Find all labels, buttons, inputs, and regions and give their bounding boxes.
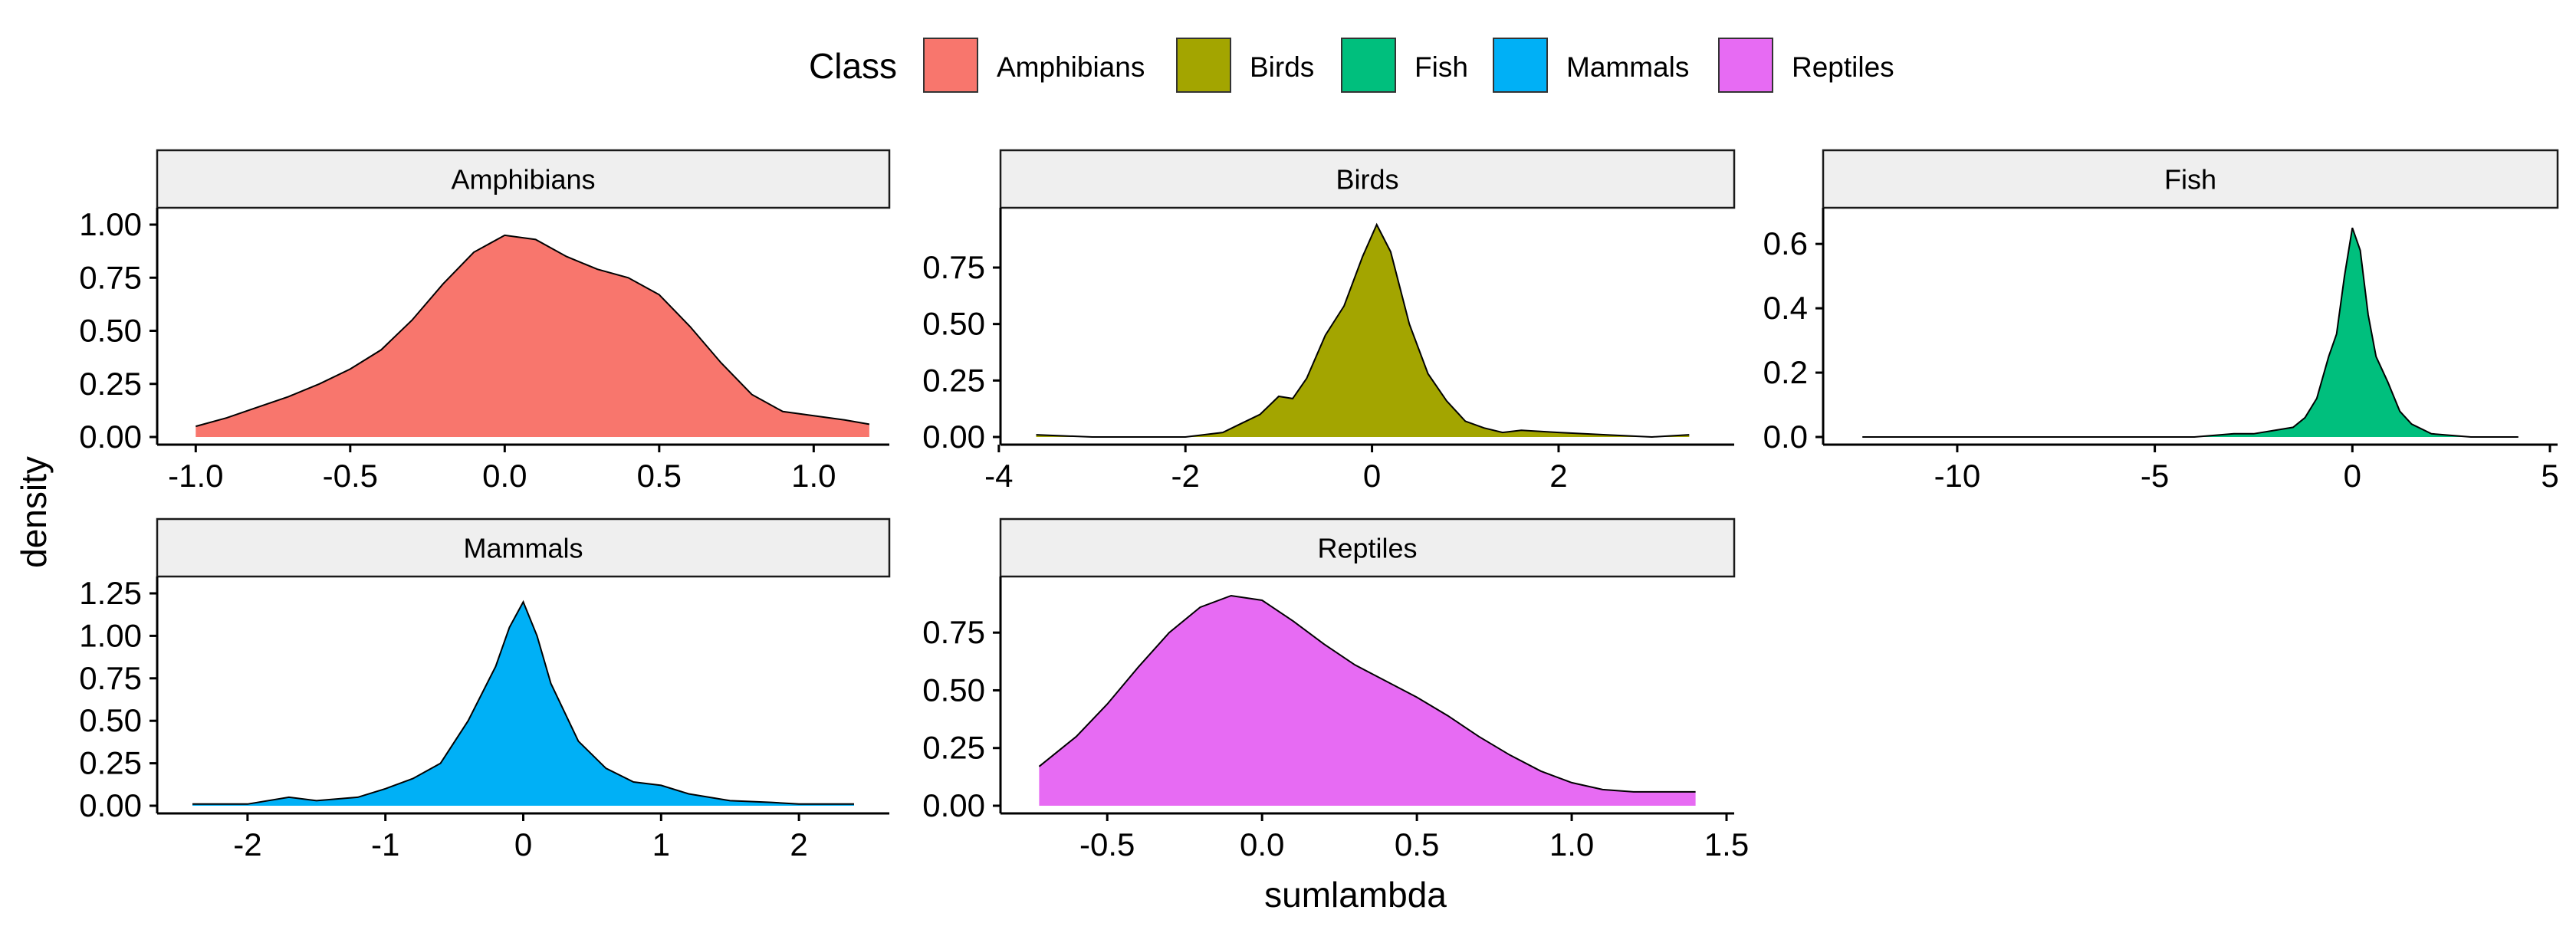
y-tick-label: 0.00 [79, 419, 142, 455]
y-tick-label: 0.75 [922, 249, 985, 285]
y-tick-label: 0.75 [79, 259, 142, 295]
y-tick-label: 0.00 [922, 787, 985, 823]
legend-label-birds: Birds [1250, 51, 1314, 83]
x-tick-label: 2 [790, 826, 807, 862]
x-tick-label: 1.0 [1549, 826, 1594, 862]
y-tick-label: 0.00 [79, 787, 142, 823]
density-area-amphibians [196, 235, 869, 437]
x-tick-label: 1.5 [1704, 826, 1749, 862]
y-tick-label: 0.25 [922, 730, 985, 766]
x-tick-label: 1 [652, 826, 670, 862]
x-tick-label: 2 [1549, 458, 1567, 494]
x-tick-label: -1.0 [168, 458, 223, 494]
strip-fish [1822, 149, 2559, 209]
y-tick-label: 0.0 [1763, 419, 1808, 455]
legend-key-birds [1176, 38, 1231, 93]
density-line-birds [1036, 222, 1690, 439]
x-tick-label: -0.5 [323, 458, 378, 494]
x-tick-label: 0 [1363, 458, 1381, 494]
x-tick-label: 1.0 [791, 458, 836, 494]
x-tick-label: -2 [233, 826, 261, 862]
y-tick-label: 0.25 [922, 362, 985, 398]
strip-reptiles [999, 517, 1736, 578]
legend-label-amphibians: Amphibians [997, 51, 1145, 83]
panel-reptiles: Reptiles 0.00 0.25 0.50 0.75 -0.5 0.0 0.5 1.0 1.5 [922, 517, 1749, 862]
legend-key-mammals [1493, 38, 1548, 93]
strip-label-birds: Birds [1336, 164, 1398, 195]
density-line-amphibians [196, 234, 870, 428]
y-tick-label: 0.4 [1763, 290, 1808, 326]
y-tick-label: 0.75 [79, 660, 142, 696]
y-tick-label: 1.25 [79, 575, 142, 611]
strip-birds [999, 149, 1736, 209]
legend-label-reptiles: Reptiles [1792, 51, 1894, 83]
x-tick-label: -1 [371, 826, 399, 862]
x-tick-label: -0.5 [1079, 826, 1135, 862]
density-area-reptiles [1039, 596, 1696, 806]
x-tick-label: -2 [1171, 458, 1200, 494]
legend-key-amphibians [923, 38, 978, 93]
density-area-mammals [192, 602, 854, 806]
legend-label-fish: Fish [1414, 51, 1468, 83]
y-tick-label: 1.00 [79, 206, 142, 242]
panel-fish: Fish 0.0 0.2 0.4 0.6 -10 -5 0 5 [1763, 149, 2559, 494]
y-tick-label: 0.50 [79, 313, 142, 349]
x-tick-label: 0 [2344, 458, 2361, 494]
y-axis-title: density [14, 456, 54, 568]
x-tick-label: 0 [514, 826, 532, 862]
density-line-mammals [192, 600, 854, 805]
density-line-reptiles [1038, 594, 1696, 793]
x-tick-label: -10 [1934, 458, 1981, 494]
strip-amphibians [156, 149, 891, 209]
legend: Class Amphibians Birds Fish Mammals Reptiles [809, 38, 1894, 93]
x-axis-title: sumlambda [1264, 875, 1447, 915]
density-line-fish [1862, 227, 2518, 438]
y-tick-label: 0.50 [79, 702, 142, 738]
strip-label-amphibians: Amphibians [451, 164, 595, 195]
x-tick-label: -5 [2141, 458, 2169, 494]
y-tick-label: 0.6 [1763, 225, 1808, 261]
strip-label-reptiles: Reptiles [1317, 533, 1417, 564]
x-tick-label: 5 [2541, 458, 2558, 494]
y-tick-label: 1.00 [79, 617, 142, 653]
x-tick-label: 0.5 [637, 458, 682, 494]
legend-title: Class [809, 46, 897, 86]
panel-mammals: Mammals 0.00 0.25 0.50 0.75 1.00 1.25 -2 -1 0 1 2 [79, 517, 891, 862]
y-tick-label: 0.00 [922, 419, 985, 455]
y-tick-label: 0.2 [1763, 354, 1808, 390]
strip-mammals [156, 517, 891, 578]
legend-label-mammals: Mammals [1566, 51, 1689, 83]
y-tick-label: 0.25 [79, 366, 142, 402]
x-tick-label: 0.5 [1395, 826, 1439, 862]
legend-key-reptiles [1718, 38, 1773, 93]
strip-label-fish: Fish [2164, 164, 2216, 195]
panel-birds: Birds 0.00 0.25 0.50 0.75 -4 -2 0 2 [922, 149, 1736, 494]
y-tick-label: 0.75 [922, 614, 985, 650]
strip-label-mammals: Mammals [463, 533, 583, 564]
legend-key-fish [1341, 38, 1396, 93]
y-tick-label: 0.50 [922, 306, 985, 342]
x-tick-label: 0.0 [482, 458, 527, 494]
y-tick-label: 0.50 [922, 672, 985, 708]
density-area-birds [1036, 225, 1690, 437]
panel-amphibians: Amphibians 0.00 0.25 0.50 0.75 1.00 -1.0 -0.5 0.… [79, 149, 891, 494]
x-tick-label: 0.0 [1240, 826, 1284, 862]
x-tick-label: -4 [984, 458, 1013, 494]
y-tick-label: 0.25 [79, 745, 142, 781]
density-area-fish [1862, 228, 2518, 437]
